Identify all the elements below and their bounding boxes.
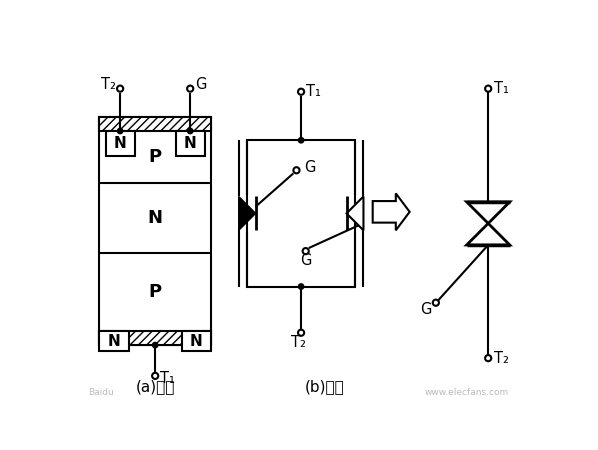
Circle shape (187, 86, 193, 92)
Text: T₁: T₁ (493, 81, 508, 96)
Circle shape (152, 342, 158, 348)
Circle shape (433, 300, 439, 306)
Text: G: G (300, 253, 312, 268)
Polygon shape (466, 202, 509, 223)
Bar (99, 117, 211, 131)
Text: G: G (304, 161, 316, 176)
Text: G: G (420, 302, 432, 317)
Text: P: P (149, 283, 161, 301)
Text: (b)电路: (b)电路 (304, 379, 344, 394)
Bar (99, 331, 211, 345)
Circle shape (485, 355, 492, 361)
Text: T₂: T₂ (291, 335, 306, 350)
Text: N: N (114, 136, 127, 151)
Text: Baidu: Baidu (88, 388, 114, 397)
Bar (99, 331, 129, 351)
Text: T₂: T₂ (493, 351, 508, 366)
Circle shape (294, 167, 300, 173)
Text: P: P (149, 148, 161, 166)
Text: T₁: T₁ (160, 371, 175, 387)
Text: N: N (148, 209, 163, 227)
Bar (99, 117, 211, 345)
Circle shape (298, 138, 304, 143)
Polygon shape (346, 197, 364, 230)
Text: www.elecfans.com: www.elecfans.com (425, 388, 508, 397)
Circle shape (152, 373, 158, 379)
Bar (176, 131, 205, 156)
Polygon shape (466, 223, 509, 245)
Circle shape (298, 330, 304, 336)
Bar (105, 131, 135, 156)
Text: (a)结构: (a)结构 (136, 379, 175, 394)
Text: N: N (184, 136, 197, 151)
Polygon shape (239, 197, 256, 230)
Text: T₂: T₂ (100, 77, 115, 92)
Text: G: G (195, 77, 206, 92)
Bar (182, 331, 211, 351)
Circle shape (485, 86, 492, 92)
Polygon shape (373, 194, 410, 230)
Text: T₁: T₁ (307, 84, 321, 99)
Bar (247, 140, 355, 287)
Circle shape (303, 248, 309, 254)
Text: N: N (190, 334, 203, 349)
Circle shape (117, 128, 123, 134)
Circle shape (298, 89, 304, 95)
Circle shape (117, 86, 123, 92)
Circle shape (188, 128, 193, 134)
Circle shape (298, 284, 304, 289)
Text: N: N (108, 334, 120, 349)
